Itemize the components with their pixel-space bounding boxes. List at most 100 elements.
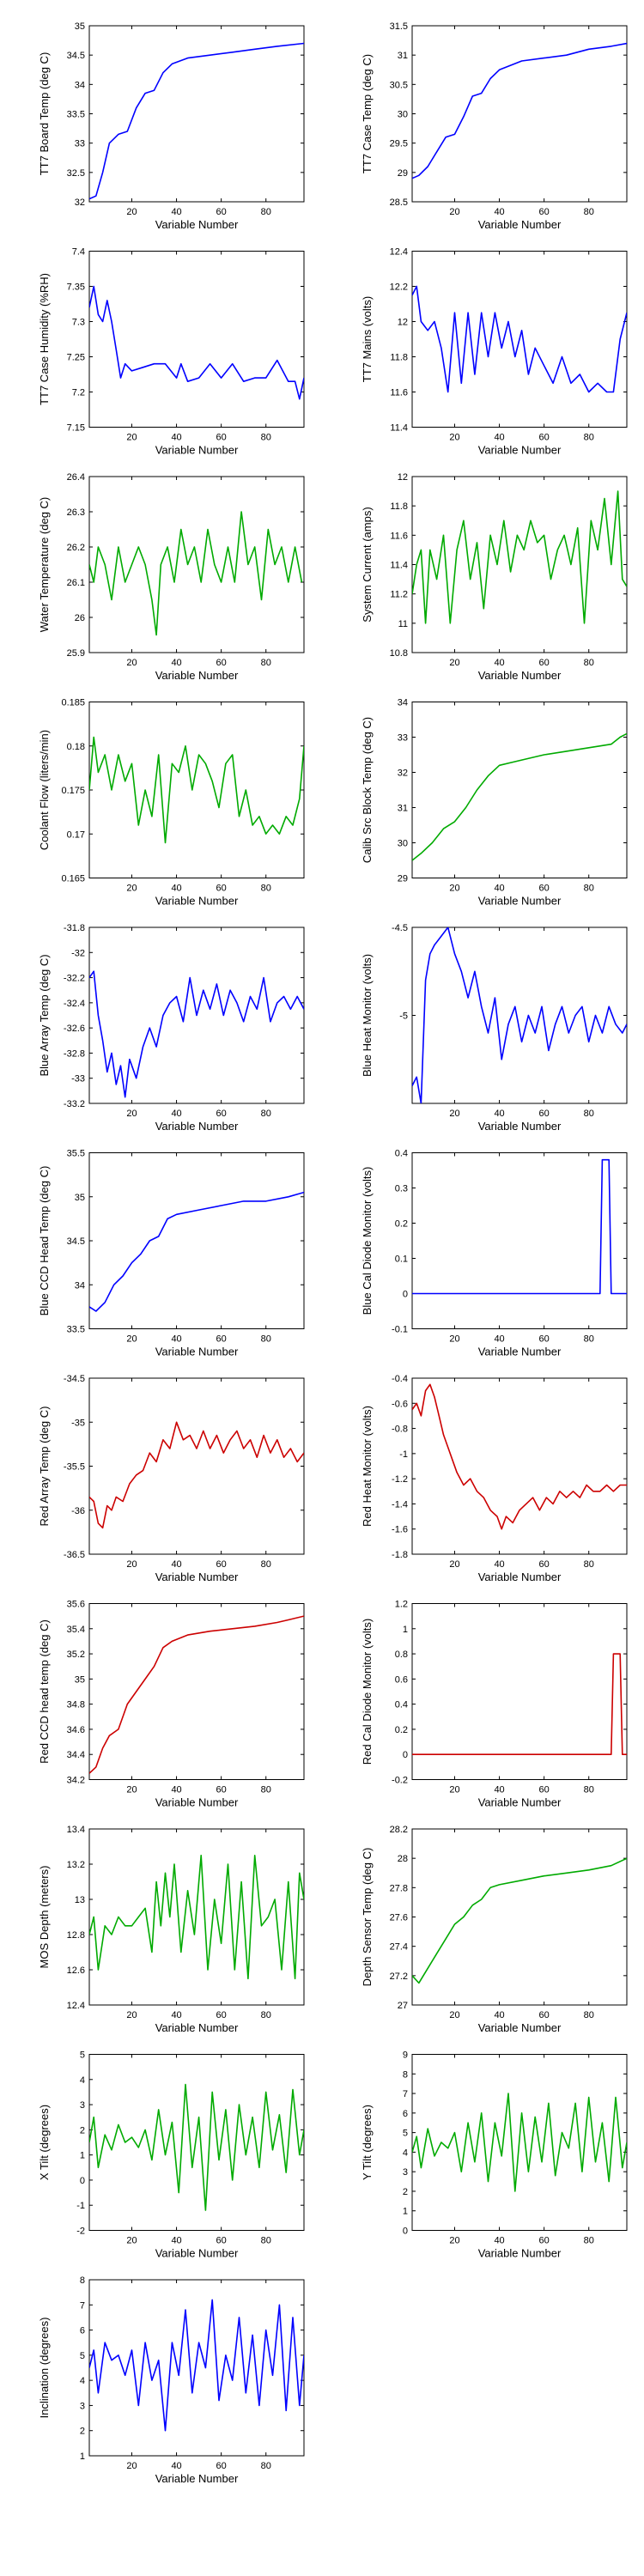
x-tick-label: 40 xyxy=(494,1559,504,1570)
plot-frame xyxy=(411,1152,628,1329)
y-axis-label: Red Array Temp (deg C) xyxy=(38,1406,51,1527)
x-tick-label: 60 xyxy=(539,433,550,443)
x-tick-label: 60 xyxy=(216,1334,227,1345)
y-tick-label: 35.4 xyxy=(67,1625,85,1635)
series-line xyxy=(412,490,627,624)
y-tick-label: 0.2 xyxy=(395,1219,408,1230)
x-axis-label: Variable Number xyxy=(155,444,239,457)
y-tick-label: -32.8 xyxy=(64,1048,85,1059)
x-tick-label: 40 xyxy=(494,1109,504,1119)
x-tick-label: 40 xyxy=(171,2236,181,2246)
y-axis-label: MOS Depth (meters) xyxy=(38,1866,51,1969)
x-tick-label: 40 xyxy=(494,1334,504,1345)
x-tick-label: 20 xyxy=(126,658,137,668)
y-axis-label: Calib Src Block Temp (deg C) xyxy=(361,717,374,863)
y-tick-label: -0.1 xyxy=(392,1325,408,1335)
chart-panel-18: 20 40 60 80 27 27.2 27.4 27.6 27.8 28 28.2 Variable… xyxy=(361,1825,628,2034)
x-axis-label: Variable Number xyxy=(478,444,562,457)
x-tick-label: 20 xyxy=(126,1785,137,1795)
y-tick-label: 11.4 xyxy=(390,423,408,434)
y-axis-label: TT7 Board Temp (deg C) xyxy=(38,52,51,176)
y-tick-label: 4 xyxy=(80,2075,85,2086)
y-tick-label: 5 xyxy=(80,2351,85,2361)
series-line xyxy=(412,2093,627,2192)
plot-frame xyxy=(88,702,305,878)
y-tick-label: 2 xyxy=(80,2427,85,2437)
y-axis-label: Water Temperature (deg C) xyxy=(38,497,51,633)
y-tick-label: 13.2 xyxy=(67,1860,85,1870)
series-line xyxy=(89,2299,304,2432)
x-tick-label: 20 xyxy=(449,1109,459,1119)
chart-panel-20: 20 40 60 80 0 1 2 3 4 5 6 7 8 9 Variable Number Y Tilt … xyxy=(361,2050,628,2260)
y-tick-label: 32.5 xyxy=(67,168,85,179)
y-tick-label: 27.4 xyxy=(390,1942,408,1953)
y-tick-label: 26.1 xyxy=(67,578,85,588)
y-tick-label: -32.6 xyxy=(64,1024,85,1034)
y-tick-label: 11.2 xyxy=(390,590,408,600)
x-tick-label: 20 xyxy=(126,2461,137,2471)
x-tick-label: 80 xyxy=(261,884,271,894)
x-axis-label: Variable Number xyxy=(155,1796,239,1809)
x-tick-label: 80 xyxy=(584,2010,594,2020)
x-tick-label: 80 xyxy=(584,207,594,217)
y-tick-label: 0.18 xyxy=(67,742,85,752)
x-tick-label: 60 xyxy=(216,884,227,894)
y-tick-label: 7.4 xyxy=(72,247,85,258)
y-tick-label: 26.2 xyxy=(67,543,85,553)
y-tick-label: 7.35 xyxy=(67,283,85,293)
y-tick-label: 27 xyxy=(398,2001,408,2011)
plot-frame xyxy=(88,25,305,203)
y-tick-label: 7.3 xyxy=(72,318,85,328)
y-tick-label: 26 xyxy=(75,613,85,623)
y-tick-label: 34.6 xyxy=(67,1725,85,1735)
y-tick-label: 10.8 xyxy=(390,648,408,659)
plot-frame xyxy=(411,476,628,653)
x-tick-label: 40 xyxy=(494,2010,504,2020)
x-axis-label: Variable Number xyxy=(478,1796,562,1809)
y-tick-label: 0.17 xyxy=(67,829,85,840)
x-tick-label: 80 xyxy=(584,1785,594,1795)
x-axis-label: Variable Number xyxy=(155,2021,239,2034)
y-tick-label: 0 xyxy=(403,2227,408,2237)
series-line xyxy=(412,285,627,393)
y-tick-label: 33.5 xyxy=(67,1325,85,1335)
y-tick-label: 6 xyxy=(80,2326,85,2336)
x-tick-label: 40 xyxy=(171,1334,181,1345)
x-tick-label: 40 xyxy=(171,207,181,217)
x-tick-label: 60 xyxy=(539,2236,550,2246)
y-tick-label: 34.8 xyxy=(67,1700,85,1710)
x-tick-label: 40 xyxy=(494,2236,504,2246)
y-tick-label: -34.5 xyxy=(64,1374,85,1384)
x-tick-label: 40 xyxy=(171,433,181,443)
y-tick-label: 11.6 xyxy=(390,531,408,541)
x-tick-label: 80 xyxy=(584,658,594,668)
x-tick-label: 60 xyxy=(539,1559,550,1570)
y-tick-label: 0 xyxy=(403,1290,408,1300)
x-tick-label: 40 xyxy=(171,2461,181,2471)
y-tick-label: 31 xyxy=(398,51,408,61)
x-axis-label: Variable Number xyxy=(478,2247,562,2260)
x-tick-label: 20 xyxy=(449,207,459,217)
series-line xyxy=(412,1857,627,1984)
y-tick-label: 5 xyxy=(403,2129,408,2139)
y-axis-label: System Current (amps) xyxy=(361,507,374,622)
x-tick-label: 60 xyxy=(539,1109,550,1119)
chart-panel-12: 20 40 60 80 -0.1 0 0.1 0.2 0.3 0.4 Variable Number… xyxy=(361,1149,628,1358)
y-tick-label: 32 xyxy=(75,197,85,208)
y-tick-label: -32.4 xyxy=(64,999,85,1009)
y-tick-label: 12.2 xyxy=(390,283,408,293)
y-axis-label: X Tilt (degrees) xyxy=(38,2105,51,2180)
chart-panel-15: 20 40 60 80 34.2 34.4 34.6 34.8 35 35.2 35.4 35.6 Va… xyxy=(38,1600,305,1809)
x-tick-label: 20 xyxy=(126,2010,137,2020)
x-tick-label: 80 xyxy=(261,433,271,443)
y-tick-label: 13.4 xyxy=(67,1825,85,1835)
x-tick-label: 60 xyxy=(216,433,227,443)
x-tick-label: 60 xyxy=(216,2461,227,2471)
x-tick-label: 40 xyxy=(171,1785,181,1795)
plot-frame xyxy=(411,1828,628,2006)
y-tick-label: -32.2 xyxy=(64,974,85,984)
x-tick-label: 20 xyxy=(126,1559,137,1570)
x-axis-label: Variable Number xyxy=(478,1120,562,1133)
x-tick-label: 60 xyxy=(216,1785,227,1795)
chart-panel-2: 20 40 60 80 28.5 29 29.5 30 30.5 31 31.5 Variable N… xyxy=(361,21,628,231)
